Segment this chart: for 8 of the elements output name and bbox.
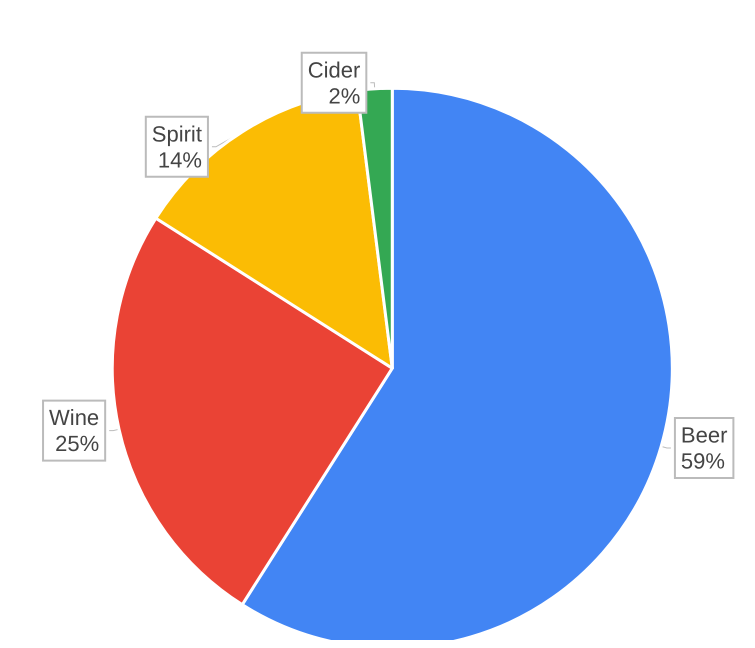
data-label: 25% xyxy=(55,431,100,456)
slice-label: Wine xyxy=(49,405,100,430)
data-label: 14% xyxy=(158,147,202,172)
data-label: 2% xyxy=(328,83,360,108)
data-label: 59% xyxy=(680,448,725,474)
slice-label: Spirit xyxy=(152,121,202,146)
slice-label: Beer xyxy=(680,422,728,448)
slice-label: Cider xyxy=(308,57,360,82)
